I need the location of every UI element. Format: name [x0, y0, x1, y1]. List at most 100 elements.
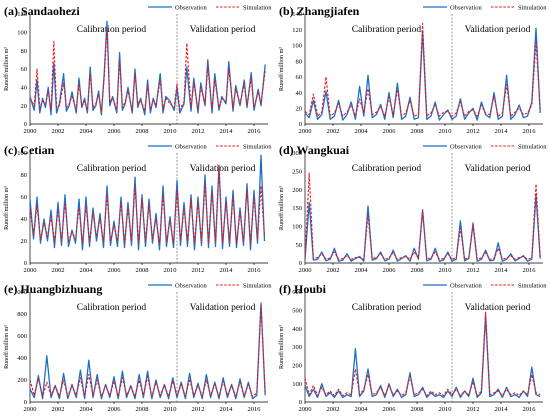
y-tick-label: 400 [292, 326, 302, 333]
validation-period-label: Validation period [465, 25, 531, 35]
y-tick-label: 200 [292, 187, 302, 194]
x-tick-label: 2008 [411, 406, 424, 413]
y-tick-label: 20 [21, 103, 28, 110]
x-tick-label: 2004 [355, 267, 369, 274]
x-tick-label: 2000 [24, 406, 37, 413]
x-tick-label: 2004 [80, 267, 94, 274]
y-tick-label: 600 [292, 289, 302, 296]
x-tick-label: 2006 [383, 406, 397, 413]
chart-title: (c) Cetian [4, 143, 55, 157]
y-tick-label: 0 [299, 121, 302, 128]
x-tick-label: 2016 [248, 128, 262, 135]
x-tick-label: 2006 [108, 406, 122, 413]
x-tick-label: 2010 [439, 128, 452, 135]
y-tick-label: 800 [17, 311, 27, 318]
y-tick-label: 600 [17, 333, 27, 340]
y-tick-label: 0 [24, 121, 27, 128]
simulation-line [304, 311, 541, 397]
x-tick-label: 2012 [467, 128, 480, 135]
y-tick-label: 60 [21, 66, 28, 73]
y-tick-label: 80 [296, 58, 303, 65]
x-tick-label: 2010 [439, 406, 452, 413]
x-tick-label: 2012 [192, 406, 205, 413]
chart-title: (d) Wangkuai [279, 143, 350, 157]
y-tick-label: 200 [292, 363, 302, 370]
validation-period-label: Validation period [465, 303, 531, 313]
y-tick-label: 120 [292, 27, 302, 34]
y-axis-label: Runoff/million m³ [3, 47, 10, 91]
observation-line [29, 20, 266, 116]
y-tick-label: 100 [292, 381, 302, 388]
y-tick-label: 50 [296, 242, 303, 249]
legend-simulation-label: Simulation [243, 4, 272, 11]
observation-line [304, 315, 541, 399]
x-tick-label: 2000 [24, 267, 37, 274]
validation-period-label: Validation period [190, 164, 256, 174]
y-tick-label: 250 [292, 169, 302, 176]
x-tick-label: 2006 [108, 267, 122, 274]
calibration-period-label: Calibration period [77, 25, 147, 35]
x-tick-label: 2008 [411, 267, 424, 274]
y-tick-label: 40 [21, 216, 28, 223]
x-tick-label: 2008 [136, 267, 149, 274]
validation-period-label: Validation period [190, 25, 256, 35]
x-tick-label: 2014 [220, 406, 234, 413]
legend-observation-label: Observation [450, 282, 483, 289]
legend-observation-label: Observation [175, 4, 208, 11]
x-tick-label: 2016 [523, 267, 537, 274]
legend-observation-label: Observation [450, 4, 483, 11]
y-tick-label: 400 [17, 355, 27, 362]
y-tick-label: 60 [296, 74, 303, 81]
x-tick-label: 2000 [299, 267, 312, 274]
x-tick-label: 2010 [439, 267, 452, 274]
chart-panel-3: 0 50 100 150 200 250 300 2000 2002 2004 2006 2008 20… [278, 143, 547, 274]
y-tick-label: 60 [21, 194, 28, 201]
x-tick-label: 2004 [355, 128, 369, 135]
chart-panel-4: 0 200 400 600 800 1000 2000 2002 2004 2006 2008 201… [3, 282, 272, 413]
simulation-line [304, 22, 541, 117]
x-tick-label: 2016 [248, 406, 262, 413]
x-tick-label: 2002 [52, 406, 65, 413]
chart-title: (b) Zhangjiafen [279, 4, 360, 18]
x-tick-label: 2010 [164, 128, 177, 135]
y-tick-label: 100 [292, 43, 302, 50]
chart-panel-2: 0 20 40 60 80 100 2000 2002 2004 2006 2008 2010 2012… [3, 143, 272, 274]
x-tick-label: 2002 [327, 267, 340, 274]
y-tick-label: 140 [292, 11, 302, 18]
observation-line [304, 27, 541, 121]
calibration-period-label: Calibration period [77, 164, 147, 174]
y-axis-label: Runoff/million m³ [3, 325, 10, 369]
y-tick-label: 0 [24, 399, 27, 406]
x-tick-label: 2000 [299, 406, 312, 413]
simulation-line [29, 163, 266, 244]
y-tick-label: 80 [21, 172, 28, 179]
y-axis-label: Runoff/million m³ [278, 186, 285, 230]
observation-line [29, 302, 266, 400]
x-tick-label: 2014 [495, 267, 509, 274]
legend-simulation-label: Simulation [518, 282, 547, 289]
y-tick-label: 0 [299, 260, 302, 267]
x-tick-label: 2012 [467, 406, 480, 413]
x-tick-label: 2010 [164, 406, 177, 413]
legend-observation-label: Observation [450, 143, 483, 150]
x-tick-label: 2004 [80, 128, 94, 135]
legend-observation-label: Observation [175, 143, 208, 150]
validation-period-label: Validation period [190, 303, 256, 313]
x-tick-label: 2008 [136, 128, 149, 135]
y-tick-label: 80 [21, 48, 28, 55]
simulation-line [304, 172, 541, 260]
simulation-line [29, 304, 266, 398]
x-tick-label: 2014 [220, 267, 234, 274]
x-tick-label: 2014 [220, 128, 234, 135]
y-tick-label: 200 [17, 377, 27, 384]
x-tick-label: 2014 [495, 128, 509, 135]
y-tick-label: 300 [292, 344, 302, 351]
x-tick-label: 2016 [523, 406, 537, 413]
x-tick-label: 2008 [136, 406, 149, 413]
x-tick-label: 2002 [327, 406, 340, 413]
observation-line [304, 194, 541, 262]
chart-panel-5: 0 100 200 300 400 500 600 2000 2002 2004 2006 2008 2… [278, 282, 547, 413]
chart-panel-0: 0 20 40 60 80 100 120 2000 2002 2004 2006 2008 2010 2… [3, 4, 272, 135]
simulation-line [29, 28, 266, 112]
